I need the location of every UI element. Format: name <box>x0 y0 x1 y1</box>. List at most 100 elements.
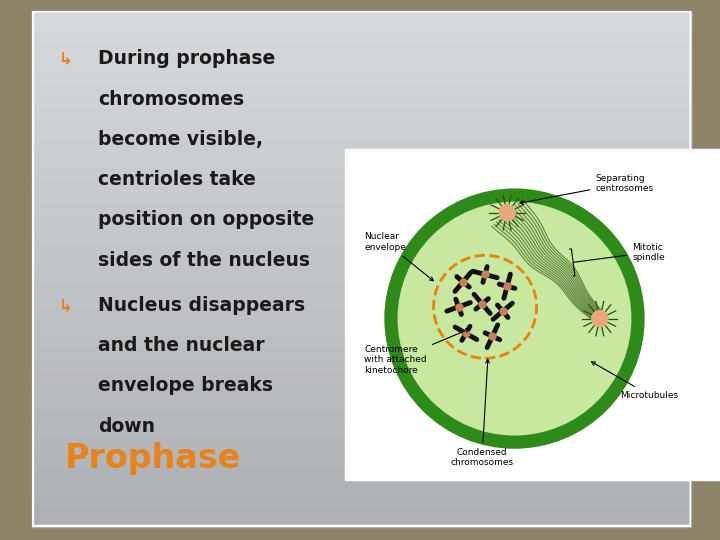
Bar <box>32 488 691 494</box>
Bar <box>32 211 691 217</box>
Bar <box>32 24 691 30</box>
Bar <box>32 417 691 423</box>
Bar <box>32 430 691 436</box>
Bar <box>32 501 691 507</box>
Bar <box>32 320 691 327</box>
Bar <box>32 346 691 353</box>
Bar <box>32 217 691 224</box>
Bar <box>32 268 691 275</box>
Bar <box>32 294 691 301</box>
Bar <box>32 443 691 449</box>
Bar <box>32 185 691 191</box>
Bar <box>32 397 691 404</box>
Bar <box>32 165 691 172</box>
Bar <box>32 69 691 75</box>
Bar <box>32 353 691 359</box>
Bar <box>32 410 691 417</box>
Bar <box>32 391 691 397</box>
Bar <box>32 520 691 526</box>
Text: ↳: ↳ <box>59 50 73 68</box>
Bar <box>32 436 691 443</box>
Bar <box>32 75 691 82</box>
Bar <box>32 140 691 146</box>
Bar <box>32 94 691 101</box>
Bar <box>32 30 691 37</box>
Bar <box>32 384 691 391</box>
Bar <box>32 43 691 50</box>
Bar <box>32 462 691 469</box>
Bar <box>32 127 691 133</box>
Text: Nuclear
envelope: Nuclear envelope <box>364 232 433 281</box>
Bar <box>32 153 691 159</box>
Bar <box>32 243 691 249</box>
Text: Microtubules: Microtubules <box>592 362 678 400</box>
Text: Nucleus disappears: Nucleus disappears <box>98 296 305 315</box>
Bar <box>32 230 691 237</box>
Bar <box>32 159 691 165</box>
Bar <box>32 88 691 94</box>
Text: envelope breaks: envelope breaks <box>98 376 274 395</box>
Bar <box>32 178 691 185</box>
Bar <box>32 56 691 62</box>
Bar <box>32 101 691 107</box>
Bar <box>32 120 691 127</box>
Bar <box>32 333 691 340</box>
Bar <box>32 301 691 307</box>
Text: Prophase: Prophase <box>66 442 242 475</box>
Bar <box>32 62 691 69</box>
Text: During prophase: During prophase <box>98 50 276 69</box>
Bar <box>32 449 691 456</box>
Bar <box>32 404 691 410</box>
Bar <box>32 281 691 288</box>
Bar <box>32 237 691 243</box>
Bar <box>32 372 691 378</box>
Bar <box>32 327 691 333</box>
Bar <box>32 224 691 230</box>
Circle shape <box>499 205 516 221</box>
Text: chromosomes: chromosomes <box>98 90 244 109</box>
Bar <box>32 204 691 211</box>
Text: down: down <box>98 417 156 436</box>
Bar <box>32 50 691 56</box>
Circle shape <box>398 202 631 435</box>
Circle shape <box>385 189 644 448</box>
Bar <box>32 507 691 514</box>
Text: centrioles take: centrioles take <box>98 170 256 189</box>
Bar <box>32 82 691 88</box>
Bar <box>32 262 691 268</box>
Bar <box>32 475 691 481</box>
Bar <box>32 114 691 120</box>
Text: Centromere
with attached
kinetochore: Centromere with attached kinetochore <box>364 329 469 375</box>
Bar <box>32 514 691 520</box>
Bar <box>32 481 691 488</box>
Bar <box>32 191 691 198</box>
Bar <box>32 340 691 346</box>
Bar <box>32 37 691 43</box>
Bar <box>32 133 691 140</box>
Bar <box>32 11 691 17</box>
Text: position on opposite: position on opposite <box>98 211 315 229</box>
Bar <box>32 366 691 372</box>
Bar <box>32 359 691 366</box>
Bar <box>32 249 691 256</box>
Circle shape <box>592 310 608 327</box>
Bar <box>32 314 691 320</box>
Bar <box>32 494 691 501</box>
Text: become visible,: become visible, <box>98 130 264 149</box>
Bar <box>32 275 691 281</box>
Bar <box>32 256 691 262</box>
Bar <box>32 469 691 475</box>
Text: ↳: ↳ <box>59 296 73 314</box>
Bar <box>32 307 691 314</box>
Text: sides of the nucleus: sides of the nucleus <box>98 251 310 269</box>
Text: Condensed
chromosomes: Condensed chromosomes <box>451 360 513 468</box>
Text: Mitotic
spindle: Mitotic spindle <box>570 242 665 276</box>
Bar <box>32 198 691 204</box>
Bar <box>32 378 691 384</box>
Bar <box>32 107 691 114</box>
Text: and the nuclear: and the nuclear <box>98 336 265 355</box>
Bar <box>32 146 691 153</box>
Text: Separating
centrosomes: Separating centrosomes <box>520 173 654 204</box>
Bar <box>32 288 691 294</box>
Bar <box>32 172 691 178</box>
